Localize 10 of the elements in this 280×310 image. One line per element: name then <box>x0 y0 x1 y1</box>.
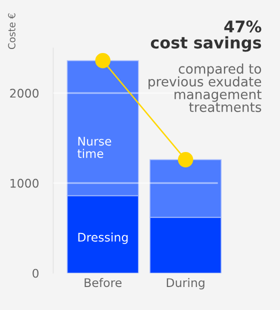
annotation: compared to previous exudate management treatments <box>148 64 262 112</box>
x-tick-label: During <box>166 278 204 290</box>
series-label: Nurse time <box>78 136 112 158</box>
x-tick-label: Before <box>84 278 122 288</box>
annotation: 47% cost savings <box>150 20 262 52</box>
y-tick-label: 1000 <box>10 178 39 188</box>
y-tick-label: 2000 <box>10 88 39 98</box>
y-tick-label: 0 <box>32 268 39 278</box>
y-axis-title: Coste € <box>8 13 16 50</box>
series-label: Dressing <box>78 232 128 244</box>
